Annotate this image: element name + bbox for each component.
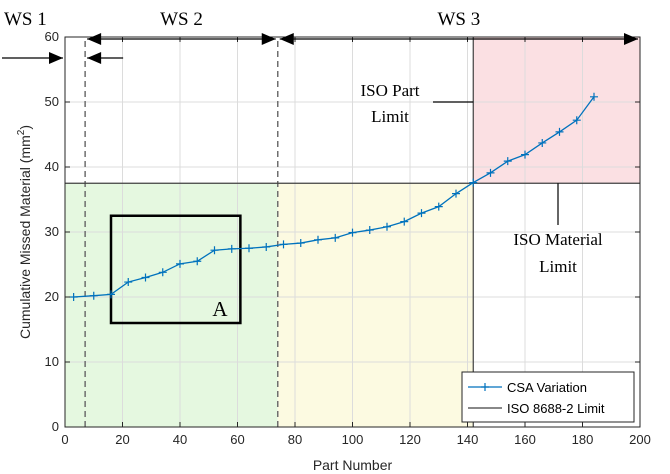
y-tick-label: 30 [45,224,59,239]
legend-label-csa: CSA Variation [507,380,587,395]
x-tick-label: 200 [629,432,651,447]
legend: CSA Variation ISO 8688-2 Limit [461,371,635,423]
data-point-marker [590,92,598,101]
data-point-marker [383,222,391,231]
ws3-arrowhead-right [624,33,638,45]
data-point-marker [503,157,512,166]
y-axis-ticks: 0 10 20 30 40 50 60 [45,29,640,434]
x-tick-label: 40 [173,432,187,447]
y-tick-label: 0 [52,419,59,434]
legend-label-iso: ISO 8688-2 Limit [507,401,605,416]
x-tick-label: 140 [457,432,479,447]
iso-material-limit-text: ISO Material [513,230,603,249]
ws2-label: WS 2 [160,9,203,30]
ws1-label: WS 1 [4,9,47,30]
x-axis-label: Part Number [313,457,393,473]
ws1-arrowhead-left [49,52,63,64]
ws3-label: WS 3 [438,9,481,30]
iso-part-limit-text: ISO Part [360,81,419,100]
y-axis-label-main: Cumulative Missed Material (mm [17,135,33,339]
legend-marker-csa [481,383,489,391]
data-point-marker [400,217,409,226]
region-red [473,37,640,184]
y-tick-label: 20 [45,289,59,304]
iso-part-limit-text-line2: Limit [371,107,409,126]
y-tick-label: 50 [45,94,59,109]
x-axis-ticks: 0 20 40 60 80 100 120 140 160 180 200 [61,37,651,447]
data-point-marker [245,244,253,253]
x-tick-label: 180 [572,432,594,447]
data-point-marker [124,278,133,287]
data-point-marker [486,168,495,177]
box-a-rect [109,214,242,325]
x-tick-label: 80 [288,432,302,447]
data-point-marker [262,242,271,251]
data-point-marker [107,290,115,299]
ws2-arrowhead-left [87,33,102,45]
data-point-marker [572,116,581,125]
y-tick-label: 60 [45,29,59,44]
x-tick-label: 160 [514,432,536,447]
data-point-marker [279,240,288,249]
annotations: ISO Part Limit ISO Material Limit [360,81,602,276]
data-point-marker [555,127,564,136]
data-point-marker [141,273,150,282]
data-point-marker [314,235,322,244]
x-tick-label: 60 [230,432,244,447]
data-point-marker [365,226,374,235]
data-point-marker [538,138,547,147]
x-tick-label: 100 [342,432,364,447]
data-point-marker [89,291,98,300]
data-point-marker [227,244,236,253]
data-point-marker [158,268,167,277]
y-tick-label: 10 [45,354,59,369]
box-a-label: A [212,297,228,321]
shaded-regions [65,37,640,427]
workstation-labels: WS 1 WS 2 WS 3 [2,9,638,64]
y-axis-label-sup: 2 [16,129,27,135]
x-tick-label: 120 [399,432,421,447]
ws2-arrowhead-right [261,33,276,45]
data-point-marker [434,202,443,211]
series-group [69,92,598,301]
data-point-marker [469,178,478,187]
x-tick-label: 20 [115,432,129,447]
data-point-marker [193,257,202,266]
data-point-marker [296,239,305,248]
y-tick-label: 40 [45,159,59,174]
data-point-marker [210,246,219,255]
data-point-marker [417,209,426,218]
data-point-marker [176,259,184,268]
data-point-marker [348,228,357,237]
region-yellow [277,183,474,427]
y-axis-label-tail: ) [17,125,33,130]
y-axis-label: Cumulative Missed Material (mm2) [16,125,33,339]
data-point-marker [331,233,340,242]
iso-material-limit-text-line2: Limit [539,257,577,276]
legend-box [461,371,635,423]
ws1-arrowhead-right [87,52,102,64]
data-point-marker [452,189,460,198]
data-point-marker [69,293,78,301]
region-green [65,183,278,427]
box-a-group: A [109,214,242,325]
ws3-arrowhead-left [279,33,294,45]
data-point-marker [521,150,529,159]
x-tick-label: 0 [61,432,68,447]
